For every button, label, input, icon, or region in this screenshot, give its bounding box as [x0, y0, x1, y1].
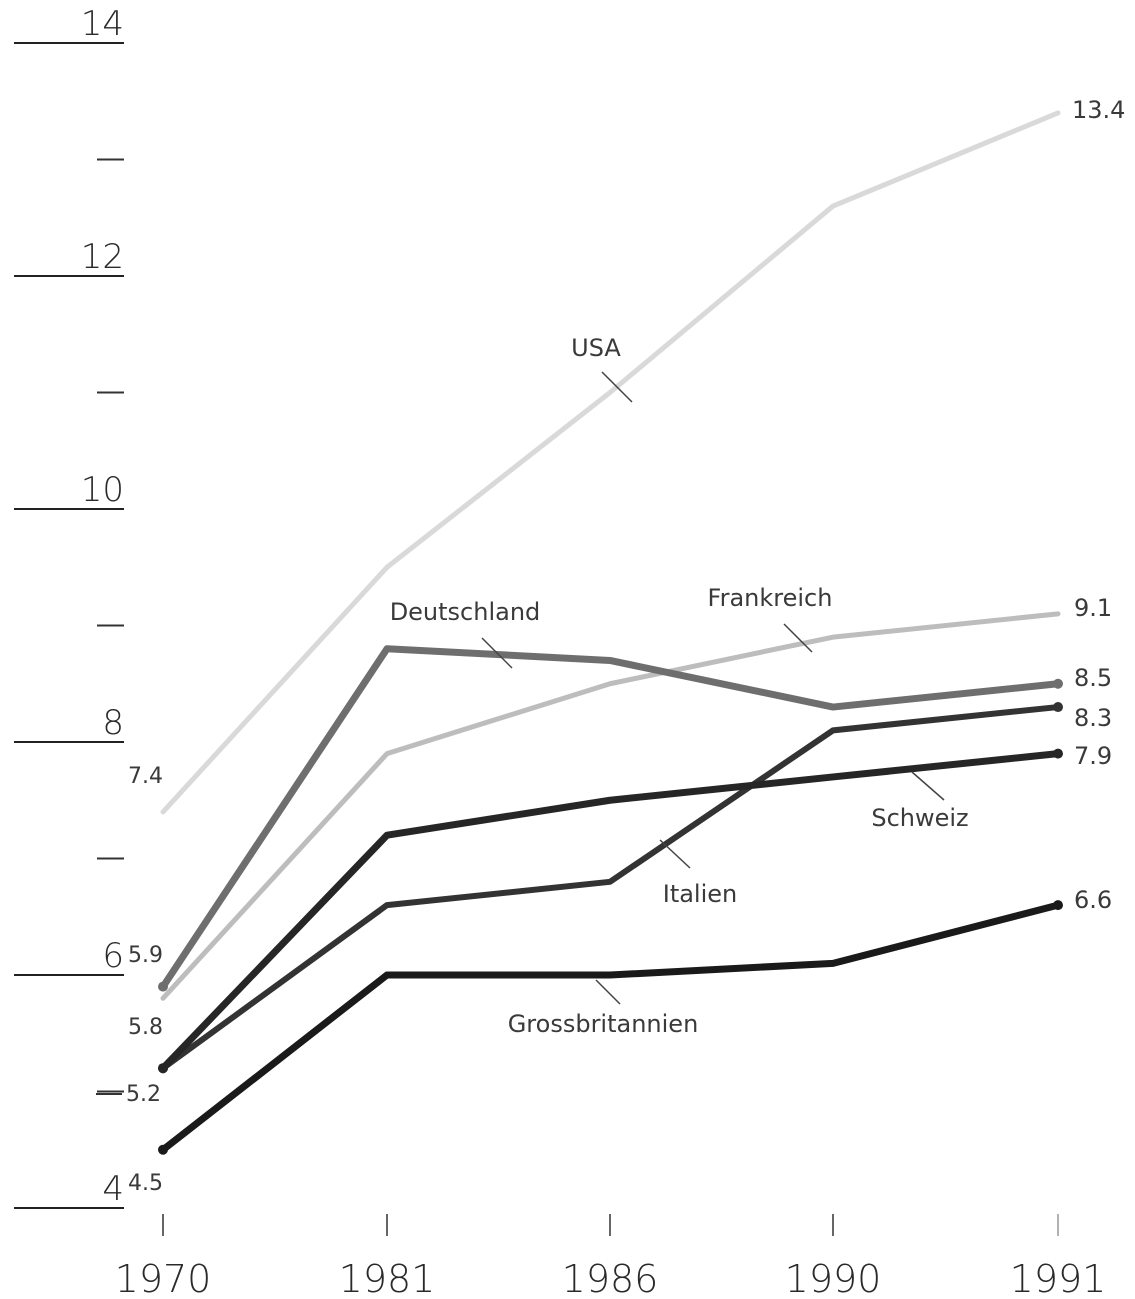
end-value-label: 6.6	[1074, 886, 1112, 914]
y-tick-label: 14	[81, 4, 124, 44]
y-tick-label: 8	[102, 703, 124, 743]
series-label-schweiz: Schweiz	[871, 804, 968, 832]
series-line-deutschland	[159, 645, 1062, 991]
start-value-label: 5.9	[128, 943, 163, 968]
series-label-usa: USA	[571, 334, 621, 362]
data-point	[1053, 678, 1063, 689]
data-point	[1053, 748, 1063, 759]
end-value-label: 8.5	[1074, 664, 1112, 692]
series-label-italien: Italien	[663, 880, 738, 908]
series-label-frankreich: Frankreich	[708, 584, 833, 612]
leader-line	[911, 771, 945, 801]
series-line-usa	[160, 110, 1061, 815]
end-value-label: 8.3	[1074, 704, 1112, 732]
data-point	[158, 1144, 168, 1155]
data-point	[1053, 900, 1063, 911]
y-tick-label: 4	[102, 1169, 124, 1209]
end-value-label: 7.9	[1074, 742, 1112, 770]
series-line-frankreich	[160, 611, 1061, 1001]
x-axis: 1970 1981 1986 1990 1991	[115, 1214, 1107, 1299]
leader-line	[783, 623, 813, 653]
plot-area	[158, 110, 1063, 1155]
data-point	[158, 1063, 168, 1074]
data-point	[1053, 702, 1063, 713]
series-label-grossbritannien: Grossbritannien	[508, 1010, 699, 1038]
leader-line	[595, 979, 621, 1005]
end-value-label: 13.4	[1072, 96, 1125, 124]
annotations: 13.4 9.1 8.5 8.3 7.9 6.6 7.4 5.8 5.9 5.2 4.5 USA Fra…	[96, 96, 1125, 1196]
x-tick-label: 1990	[785, 1257, 882, 1299]
end-value-label: 9.1	[1074, 594, 1112, 622]
series-line-schweiz	[159, 750, 1062, 1072]
leader-line	[659, 839, 691, 869]
y-tick-label: 10	[81, 470, 124, 510]
start-value-label: 7.4	[128, 764, 163, 789]
series-label-deutschland: Deutschland	[390, 598, 541, 626]
start-value-label: 4.5	[128, 1171, 163, 1196]
x-tick-label: 1991	[1010, 1257, 1107, 1299]
leader-line	[601, 371, 633, 403]
start-value-label: 5.8	[128, 1015, 163, 1040]
leader-line	[481, 637, 513, 669]
start-value-label: 5.2	[126, 1082, 161, 1107]
x-tick-label: 1970	[115, 1257, 212, 1299]
data-point	[158, 981, 168, 992]
series-line-grossbritannien	[159, 901, 1062, 1154]
y-axis: 4 6 8 10 12 14	[14, 4, 124, 1209]
x-tick-label: 1986	[562, 1257, 659, 1299]
y-tick-label: 6	[102, 936, 124, 976]
x-tick-label: 1981	[339, 1257, 436, 1299]
series-line-italien	[160, 704, 1061, 1072]
y-tick-label: 12	[81, 237, 124, 277]
